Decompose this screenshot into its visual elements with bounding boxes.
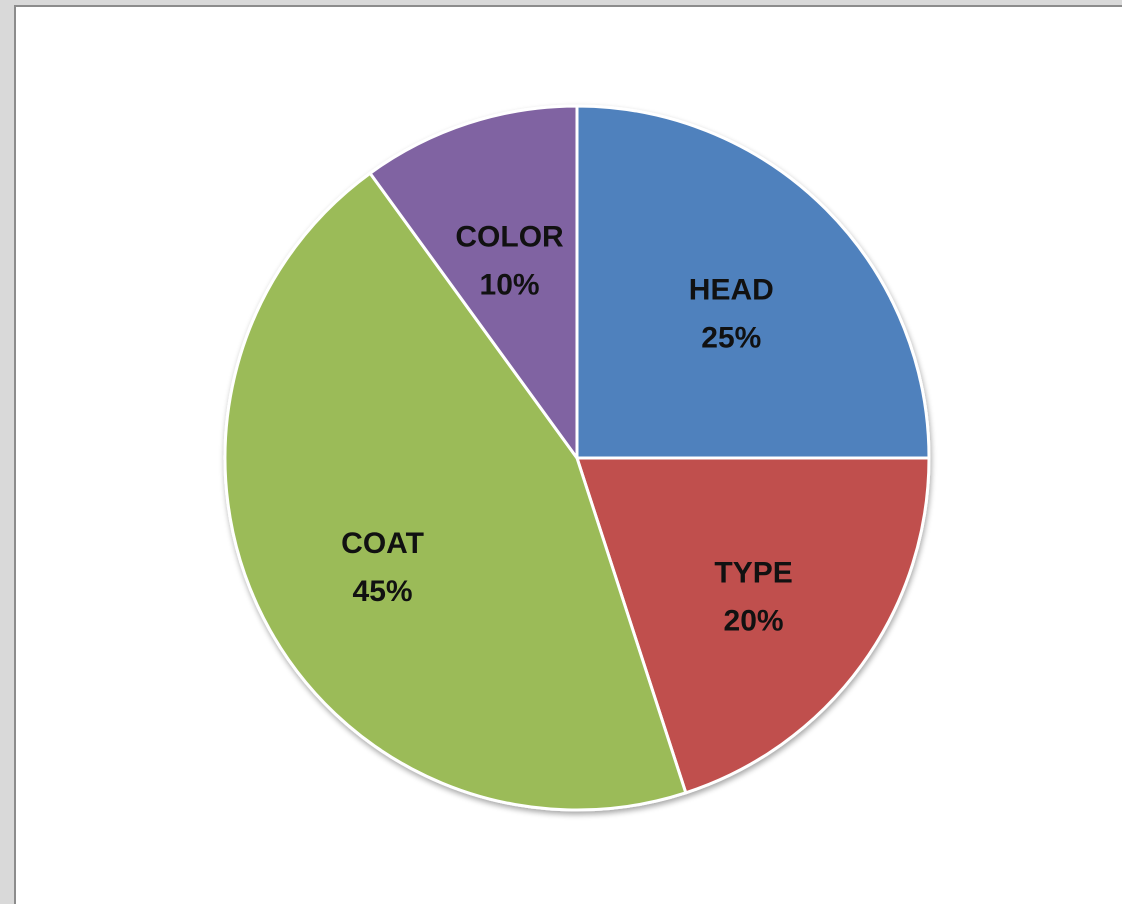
slice-percent-coat: 45% bbox=[353, 575, 413, 608]
slice-category-head: HEAD bbox=[689, 274, 774, 307]
chart-area: HEAD 25% TYPE 20% COAT 45% COLOR 10% bbox=[14, 5, 1122, 904]
pie-slice-coat bbox=[223, 171, 688, 812]
slice-label-head: HEAD 25% bbox=[689, 274, 774, 355]
slice-label-coat: COAT 45% bbox=[341, 527, 424, 608]
slice-category-color: COLOR bbox=[455, 220, 564, 253]
slice-category-coat: COAT bbox=[341, 527, 424, 560]
pie-labels: HEAD 25% TYPE 20% COAT 45% COLOR 10% bbox=[341, 220, 793, 637]
slice-label-type: TYPE 20% bbox=[714, 556, 792, 637]
slice-percent-head: 25% bbox=[701, 322, 761, 355]
slice-percent-color: 10% bbox=[480, 268, 540, 301]
pie-slice-type bbox=[574, 456, 931, 795]
window-top-border bbox=[0, 0, 1122, 5]
pie-slice-head bbox=[575, 104, 931, 460]
slice-percent-type: 20% bbox=[724, 604, 784, 637]
slice-label-color: COLOR 10% bbox=[455, 220, 564, 301]
pie-slice-color bbox=[368, 104, 579, 463]
pie-chart: HEAD 25% TYPE 20% COAT 45% COLOR 10% bbox=[223, 104, 931, 812]
pie-slices bbox=[223, 104, 931, 812]
slice-category-type: TYPE bbox=[714, 556, 792, 589]
